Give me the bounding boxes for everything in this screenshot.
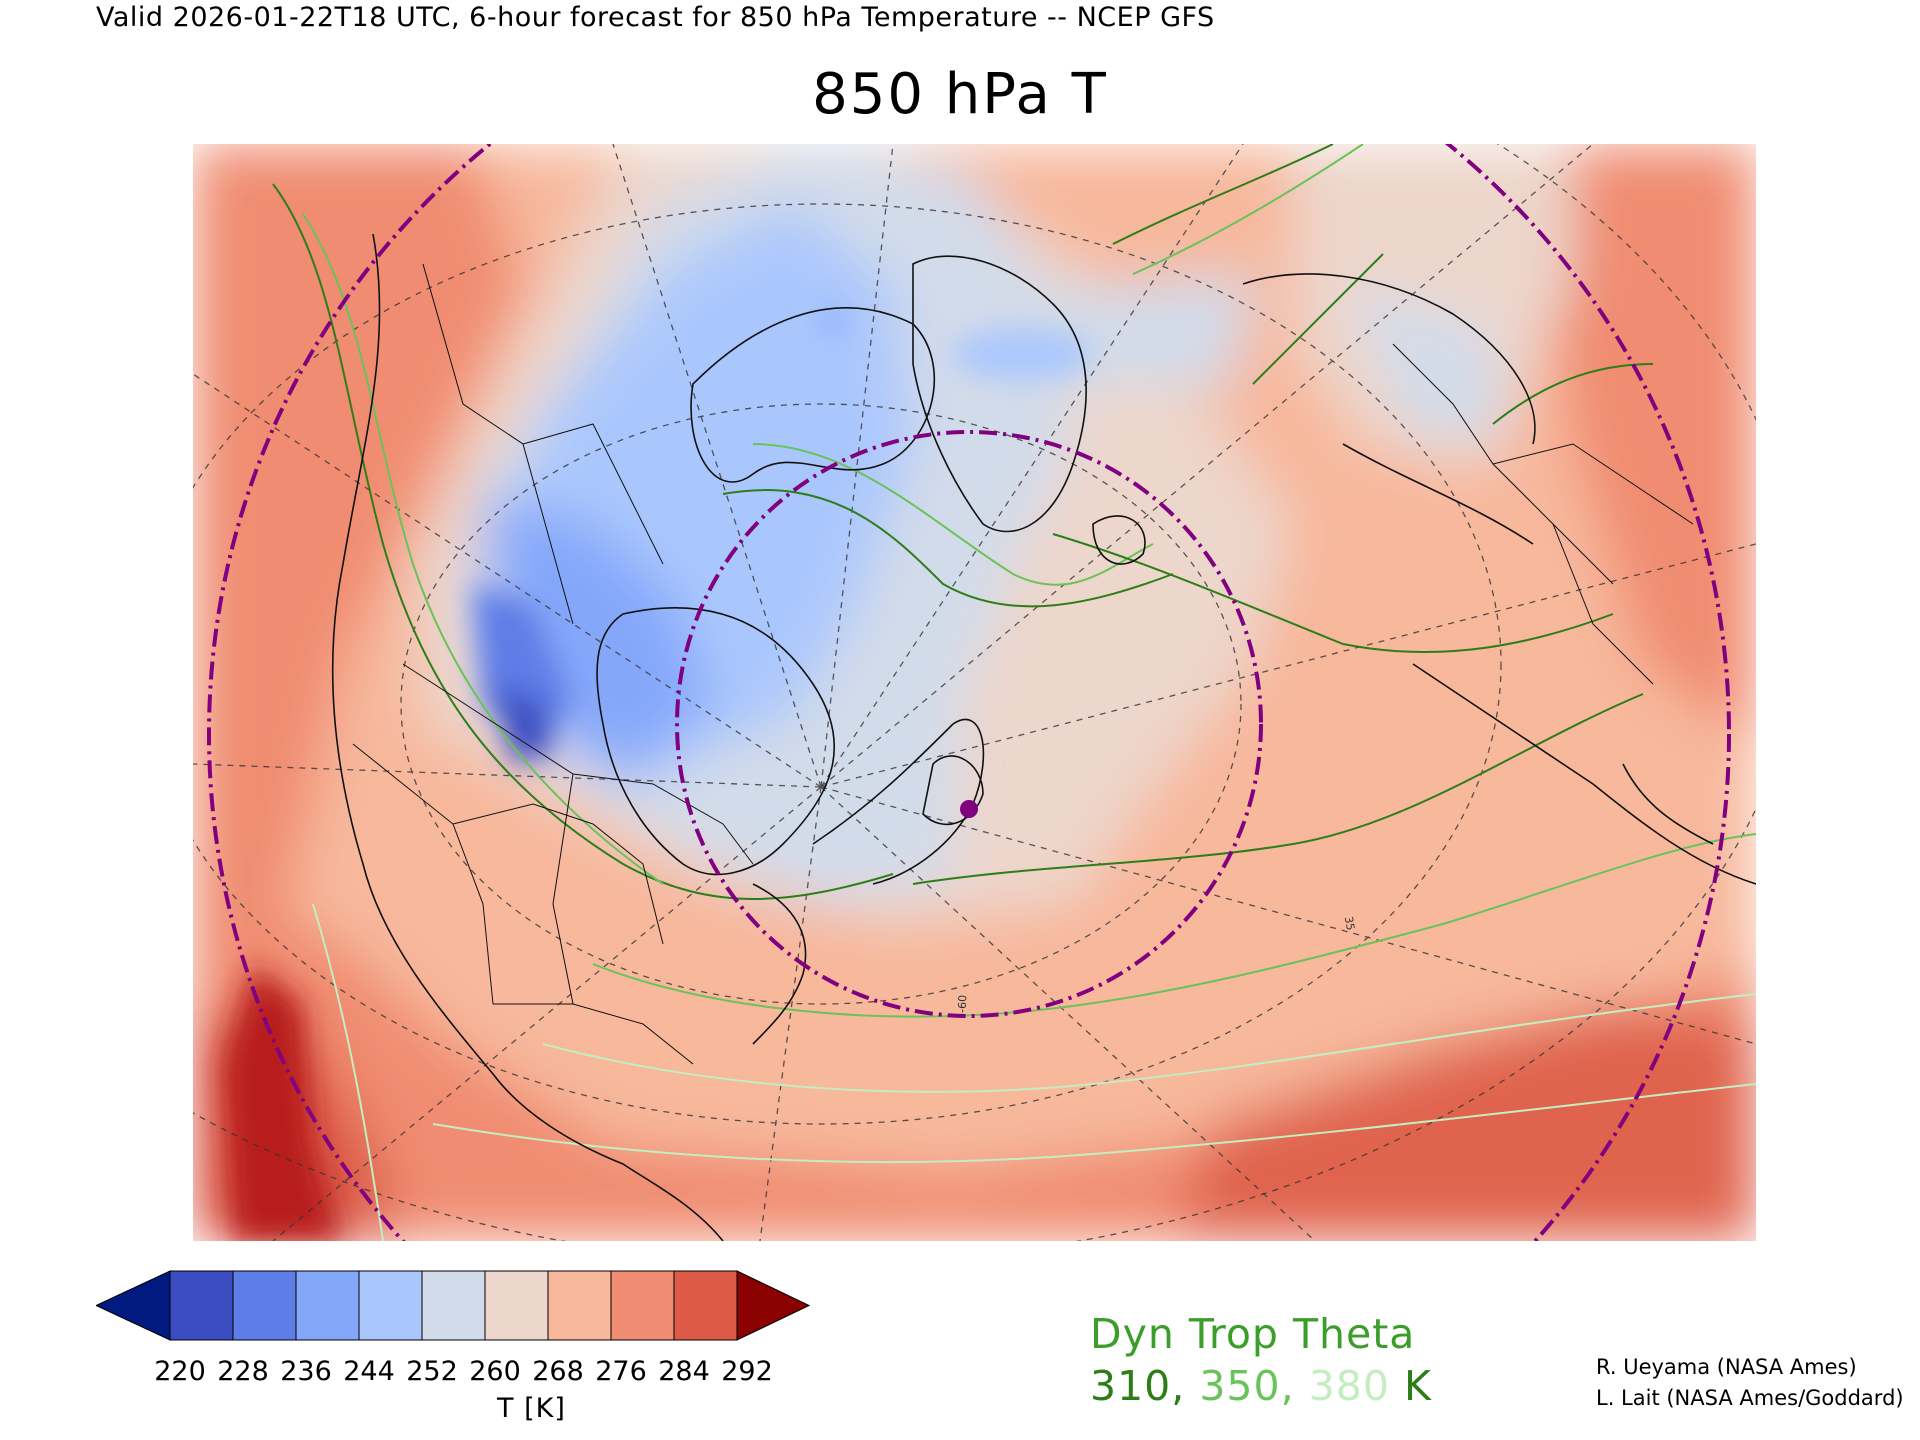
plot-title: 850 hPa T bbox=[812, 62, 1108, 127]
credits: R. Ueyama (NASA Ames) L. Lait (NASA Ames… bbox=[1596, 1352, 1904, 1414]
colorbar-swatch bbox=[295, 1270, 360, 1341]
colorbar-tick-label: 268 bbox=[532, 1356, 584, 1387]
meridian-label: -60 bbox=[956, 995, 970, 1013]
colorbar-tick-label: 244 bbox=[343, 1356, 395, 1387]
colorbar-swatch bbox=[169, 1270, 234, 1341]
colorbar-swatch bbox=[358, 1270, 423, 1341]
tropopause-contours bbox=[272, 144, 1756, 1241]
colorbar-tick-label: 260 bbox=[469, 1356, 521, 1387]
colorbar-swatch bbox=[547, 1270, 612, 1341]
colorbar-swatch bbox=[484, 1270, 549, 1341]
political-lines bbox=[352, 263, 1694, 1065]
temperature-fill bbox=[193, 144, 1756, 1241]
legend-sep: , bbox=[1280, 1362, 1309, 1410]
credit-line-2: L. Lait (NASA Ames/Goddard) bbox=[1596, 1386, 1904, 1410]
colorbar-tick-label: 276 bbox=[595, 1356, 647, 1387]
legend-units: K bbox=[1404, 1362, 1432, 1410]
colorbar-tick-labels: 220 228 236 244 252 260 268 276 284 292 bbox=[96, 1356, 996, 1396]
trajectory-circles bbox=[207, 144, 1731, 1241]
graticule bbox=[193, 144, 1756, 1241]
coastlines-borders bbox=[331, 233, 1756, 1241]
colorbar-tick-label: 220 bbox=[154, 1356, 206, 1387]
colorbar-tick-label: 252 bbox=[406, 1356, 458, 1387]
center-marker bbox=[960, 800, 978, 818]
legend-title: Dyn Trop Theta bbox=[1090, 1310, 1416, 1358]
forecast-header: Valid 2026-01-22T18 UTC, 6-hour forecast… bbox=[96, 2, 1215, 33]
colorbar-tick-label: 284 bbox=[658, 1356, 710, 1387]
colorbar-tick-label: 236 bbox=[280, 1356, 332, 1387]
colorbar-swatch bbox=[610, 1270, 675, 1341]
colorbar-swatch bbox=[232, 1270, 297, 1341]
colorbar-swatch bbox=[673, 1270, 738, 1341]
colorbar-tick-label: 292 bbox=[721, 1356, 773, 1387]
legend-value-310: 310 bbox=[1090, 1362, 1172, 1410]
legend-value-350: 350 bbox=[1199, 1362, 1281, 1410]
colorbar-over-arrow bbox=[736, 1270, 811, 1341]
latitude-label: 35 bbox=[1342, 915, 1357, 931]
colorbar-units: T [K] bbox=[497, 1393, 566, 1424]
colorbar-swatch bbox=[421, 1270, 486, 1341]
legend-sep: , bbox=[1171, 1362, 1200, 1410]
temperature-map: -60 35 bbox=[193, 144, 1756, 1241]
credit-line-1: R. Ueyama (NASA Ames) bbox=[1596, 1355, 1857, 1379]
cold-core bbox=[223, 310, 1093, 1241]
colorbar bbox=[94, 1268, 976, 1352]
colorbar-tick-label: 228 bbox=[217, 1356, 269, 1387]
legend-value-380: 380 bbox=[1308, 1362, 1390, 1410]
legend-values: 310, 350, 380 K bbox=[1090, 1362, 1432, 1410]
colorbar-under-arrow bbox=[94, 1270, 171, 1341]
